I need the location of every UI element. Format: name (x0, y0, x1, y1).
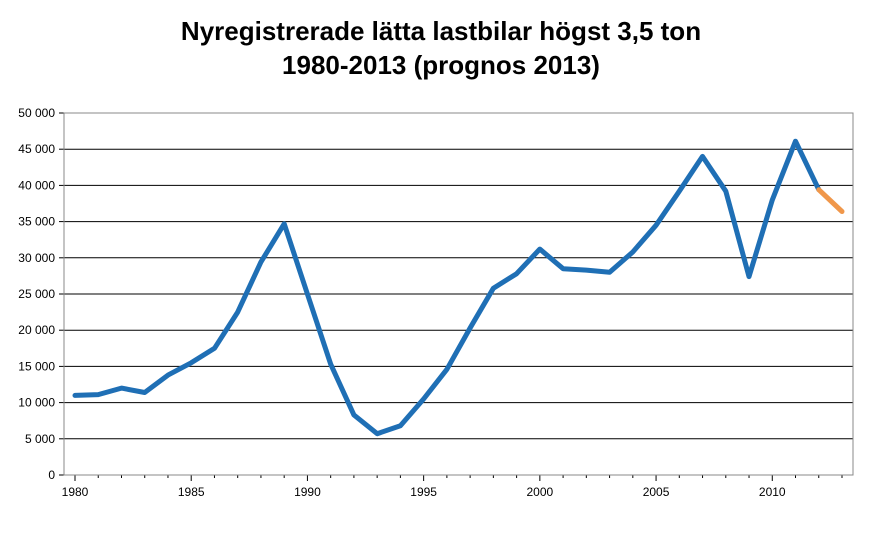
x-tick-label: 1990 (294, 485, 321, 499)
series-line-actual (72, 138, 822, 437)
x-tick-label: 2010 (759, 485, 786, 499)
y-tick-label: 0 (48, 468, 55, 482)
y-tick-label: 40 000 (18, 178, 55, 192)
y-tick-label: 50 000 (18, 106, 55, 120)
series-line-forecast (816, 187, 845, 214)
x-tick-label: 1985 (178, 485, 205, 499)
y-tick-label: 25 000 (18, 287, 55, 301)
y-tick-label: 5 000 (25, 432, 55, 446)
x-tick-label: 1980 (62, 485, 89, 499)
x-tick-label: 2005 (643, 485, 670, 499)
y-tick-label: 15 000 (18, 359, 55, 373)
x-tick-label: 2000 (526, 485, 553, 499)
chart-title: Nyregistrerade lätta lastbilar högst 3,5… (0, 14, 882, 82)
y-tick-label: 20 000 (18, 323, 55, 337)
plot-area (63, 112, 854, 476)
y-tick-label: 30 000 (18, 251, 55, 265)
x-tick-label: 1995 (410, 485, 437, 499)
chart-title-line1: Nyregistrerade lätta lastbilar högst 3,5… (180, 16, 702, 46)
y-tick-label: 35 000 (18, 215, 55, 229)
y-tick-label: 10 000 (18, 396, 55, 410)
y-tick-label: 45 000 (18, 142, 55, 156)
chart-title-line2: 1980-2013 (prognos 2013) (282, 50, 600, 80)
